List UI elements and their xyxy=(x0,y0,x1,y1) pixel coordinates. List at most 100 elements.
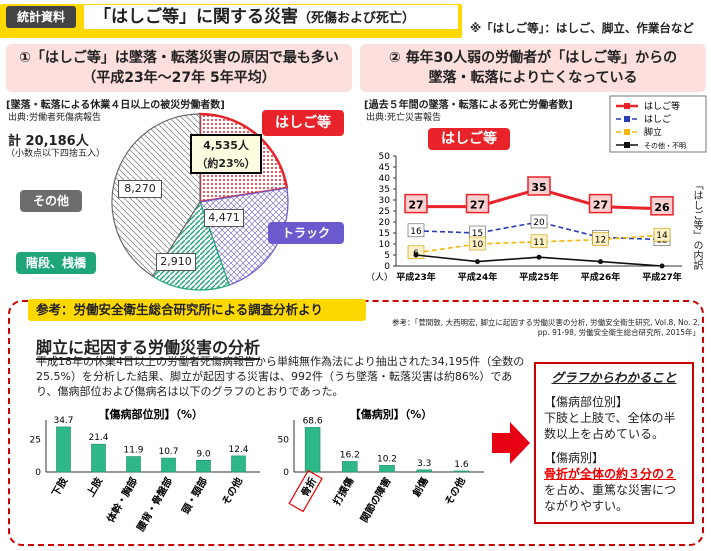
line-legend-label: 脚立 xyxy=(644,126,662,138)
finding2-rest: を占め、重篤な災害につながりやすい。 xyxy=(544,483,677,513)
bar2-ytick-label: 0 xyxy=(283,468,289,478)
line-point-hashigo xyxy=(527,176,551,196)
line-ytick-label: 10 xyxy=(379,240,391,250)
right-heading-line1: ② 毎年30人弱の労働者が「はしご等」からの xyxy=(388,50,678,66)
bar2-value-label: 1.6 xyxy=(454,460,469,470)
line-legend-label: その他・不明 xyxy=(644,141,686,150)
callout-other: その他 xyxy=(20,190,82,212)
finding1-text: 下肢と上肢で、全体の半数以上を占めている。 xyxy=(544,411,676,441)
pie-label-hashigo-value: 4,535人 xyxy=(203,139,249,152)
bar1-value-label: 34.7 xyxy=(53,416,73,426)
bar1-bar xyxy=(231,455,246,473)
line-point-hashigo xyxy=(650,196,674,216)
line-ytick-label: 20 xyxy=(379,218,391,228)
line-value-hashigo: 27 xyxy=(470,199,485,212)
bar2-category-label: その他 xyxy=(442,475,468,507)
bar1-bar xyxy=(91,443,106,473)
bar2-bar xyxy=(453,470,470,473)
line-x-label: 平成27年 xyxy=(642,271,682,283)
line-x-label: 平成26年 xyxy=(581,271,621,283)
line-ytick-label: 40 xyxy=(379,174,391,184)
line-point-stepladder xyxy=(469,236,486,251)
bar1-value-label: 12.4 xyxy=(228,445,248,455)
pie-caption: [墜落・転落による休業４日以上の被災労働者数] xyxy=(6,100,225,111)
line-point-hashigo xyxy=(404,193,428,214)
line-point-hashigo xyxy=(465,193,490,214)
bar2-bar xyxy=(379,465,395,473)
line-ytick-label: 35 xyxy=(379,185,390,195)
stats-tag: 統計資料 xyxy=(6,6,76,28)
line-value-hashigo: 26 xyxy=(654,201,670,214)
bar2-category-label: 骨折 xyxy=(298,475,319,499)
page-title-main: 「はしご等」に関する災害 xyxy=(94,7,298,27)
pie-label-other: 8,270 xyxy=(118,180,162,198)
findings-heading: グラフからわかること xyxy=(551,370,677,385)
line-x-label: 平成24年 xyxy=(458,271,498,283)
bar1-category-label: 上肢 xyxy=(84,474,106,499)
page-title-sub: （死傷および死亡） xyxy=(298,11,416,26)
bar2-value-label: 16.2 xyxy=(340,450,360,460)
line-legend-marker xyxy=(624,116,630,122)
bar1-value-label: 11.9 xyxy=(123,446,143,456)
bar1-value-label: 9.0 xyxy=(196,449,211,459)
bar-chart-site: 【傷病部位別】（%） 0 25 34.7 下肢 21.4 上肢 11.9 体幹・胸部 10.7 腰背… xyxy=(30,408,260,534)
bar1-category-label: 体幹・胸部 xyxy=(104,475,140,525)
bar1-ytick-label: 0 xyxy=(35,468,41,478)
line-point-ladder xyxy=(407,223,425,238)
line-point-stepladder xyxy=(530,234,548,249)
line-legend-label: はしご xyxy=(644,113,671,125)
bar2-highlight-box xyxy=(288,469,323,513)
line-point-other xyxy=(536,254,542,260)
reference-body: 平成18年の休業4日以上の労働者死傷病報告から単純無作為法により抽出された34,… xyxy=(36,355,525,398)
pie-label-stairs: 2,910 xyxy=(156,253,196,271)
line-legend-marker xyxy=(624,142,630,148)
pie-source: 出典:労働者死傷病報告 xyxy=(8,113,102,123)
pie-total: 計 20,186人 xyxy=(8,134,89,149)
line-point-other xyxy=(598,259,603,265)
pie-label-hashigo-pct: （約23%） xyxy=(196,157,256,170)
line-ytick-label: 45 xyxy=(379,163,390,173)
line-ytick-label: 5 xyxy=(384,251,390,261)
line-point-hashigo xyxy=(588,193,613,214)
finding2-label: 【傷病別】 xyxy=(544,451,605,465)
bar1-value-label: 10.7 xyxy=(158,447,178,457)
bar2-bar xyxy=(416,469,432,473)
bar1-ytick-label: 25 xyxy=(30,436,41,446)
line-value-hashigo: 27 xyxy=(593,199,608,212)
callout-line-hashigo: はしご等 xyxy=(428,128,510,150)
arrow-right-icon xyxy=(492,422,530,464)
bar2-bar xyxy=(304,427,321,473)
line-caption: [過去５年間の墜落・転落による死亡労働者数] xyxy=(364,100,573,111)
line-value-stepladder: 11 xyxy=(533,238,544,248)
bar2-bar xyxy=(342,461,358,473)
line-value-stepladder: 12 xyxy=(595,236,606,246)
line-y-unit: （人） xyxy=(366,272,393,283)
line-value-ladder: 16 xyxy=(410,227,422,237)
line-x-label: 平成23年 xyxy=(396,271,436,283)
line-point-other xyxy=(659,263,665,269)
bar1-category-label: その他 xyxy=(219,475,245,507)
line-x-label: 平成25年 xyxy=(519,271,559,283)
breakdown-side-note: 「はしご等」の内訳 xyxy=(691,180,702,270)
line-point-stepladder xyxy=(592,232,609,246)
line-ytick-label: 0 xyxy=(384,262,390,272)
bar1-bar xyxy=(196,459,211,473)
line-legend-marker xyxy=(624,129,630,135)
reference-title: 脚立に起因する労働災害の分析 xyxy=(36,334,261,360)
line-point-ladder xyxy=(530,214,548,229)
callout-hashigo: はしご等 xyxy=(262,110,344,136)
bar2-category-label: 創傷 xyxy=(409,475,431,500)
bar2-category-label: 関節の障害 xyxy=(357,475,393,525)
bar2-title: 【傷病別】（%） xyxy=(350,408,433,421)
bar1-category-label: 下肢 xyxy=(49,474,71,499)
pie-label-truck: 4,471 xyxy=(204,209,244,227)
line-source: 出典:死亡災害報告 xyxy=(366,113,442,123)
reference-tag: 参考：労働安全衛生総合研究所による調査分析より xyxy=(28,299,366,321)
page-title: 「はしご等」に関する災害（死傷および死亡） xyxy=(84,5,458,29)
bar1-value-label: 21.4 xyxy=(88,433,108,443)
line-point-stepladder xyxy=(653,227,671,242)
bar2-category-label: 打撲傷 xyxy=(330,475,356,507)
bar1-category-label: 頭・頸部 xyxy=(179,475,210,516)
bar2-value-label: 68.6 xyxy=(303,416,323,426)
